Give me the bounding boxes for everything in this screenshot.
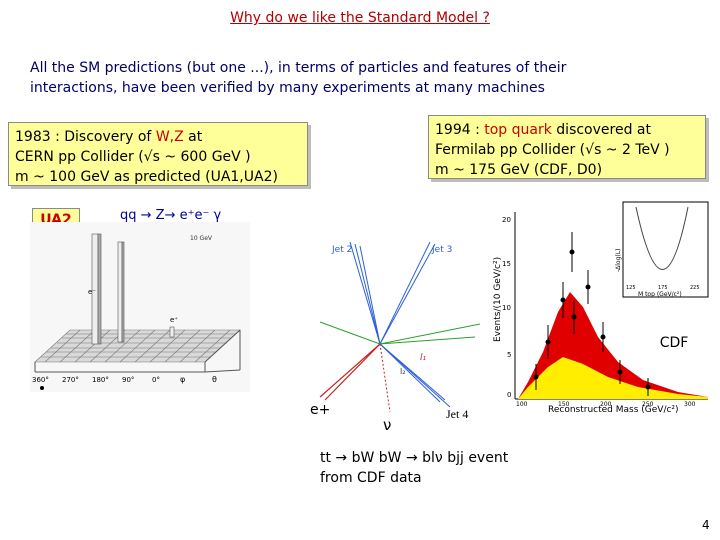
lego-grid xyxy=(34,329,241,363)
lego-towers xyxy=(91,233,175,345)
box1994-prefix: 1994 : xyxy=(435,122,485,138)
lego-e2: e⁺ xyxy=(170,316,178,324)
lego-phi-tick: 0° xyxy=(152,376,160,384)
lego-phi-tick: 270° xyxy=(62,376,79,384)
svg-text:300: 300 xyxy=(684,401,696,408)
lego-phi-tick: 360° xyxy=(32,376,49,384)
neutrino-track xyxy=(379,343,391,413)
lego-scale-label: 10 GeV xyxy=(190,235,213,242)
y-tick: 15 xyxy=(502,260,511,268)
discovery-1983-box: 1983 : Discovery of W,Z at CERN pp Colli… xyxy=(8,122,308,186)
svg-text:150: 150 xyxy=(558,401,570,408)
likelihood-curve xyxy=(635,206,689,270)
extra-tracks xyxy=(319,321,481,345)
inset-xtick: 225 xyxy=(690,285,700,291)
x-ticks: 100 150 200 250 300 xyxy=(516,401,696,408)
event-caption-line-2: from CDF data xyxy=(320,470,422,486)
box1983-prefix: 1983 : Discovery of xyxy=(15,129,156,145)
event-caption-line-1: tt → bW bW → blν bjj event xyxy=(320,450,509,466)
data-points xyxy=(533,232,651,396)
y-tick: 5 xyxy=(507,351,511,359)
cdf-event-display: Jet 2 Jet 3 l₁ l₂ Jet 4 xyxy=(319,241,481,421)
discovery-1994-box: 1994 : top quark discovered at Fermilab … xyxy=(428,115,706,179)
jet2-label: Jet 2 xyxy=(331,245,352,255)
box1983-suffix: at xyxy=(183,129,203,145)
svg-text:200: 200 xyxy=(600,401,612,408)
lepton-track xyxy=(319,343,381,401)
box1994-suffix: discovered at xyxy=(551,122,651,138)
reaction-formula: qq → Z→ e⁺e⁻ γ xyxy=(120,208,222,223)
inset-xtick: 175 xyxy=(658,285,668,291)
lego-phi-tick: 90° xyxy=(122,376,134,384)
inset-ylabel: -Δlog(L) xyxy=(615,249,622,272)
event-caption: tt → bW bW → blν bjj event from CDF data xyxy=(320,448,508,488)
cdf-mass-plot: Events/(10 GeV/c²) Reconstructed Mass (G… xyxy=(488,192,718,414)
jet3-label: Jet 3 xyxy=(431,245,452,255)
inset-xlabel: M top (GeV/c²) xyxy=(638,291,682,298)
jet4-label: Jet 4 xyxy=(446,407,468,421)
lego-phi-label: φ xyxy=(180,375,185,384)
box1994-top-quark: top quark xyxy=(484,122,552,138)
box1983-line2: CERN pp Collider (√s ~ 600 GeV ) xyxy=(15,149,251,165)
intro-line-1: All the SM predictions (but one ...), in… xyxy=(30,60,567,76)
l1-label: l₁ xyxy=(420,353,427,363)
background-area xyxy=(518,357,708,399)
x-axis-label: Reconstructed Mass (GeV/c²) xyxy=(548,405,679,414)
neutrino-label: ν xyxy=(383,416,392,434)
box1983-line3: m ~ 100 GeV as predicted (UA1,UA2) xyxy=(15,169,278,185)
y-tick: 20 xyxy=(502,216,511,224)
box1983-wz: W,Z xyxy=(155,129,184,145)
l2-label: l₂ xyxy=(400,367,405,376)
likelihood-inset xyxy=(622,201,709,298)
lego-theta-label: θ xyxy=(212,375,217,384)
intro-text: All the SM predictions (but one ...), in… xyxy=(30,58,690,98)
ua2-lego-plot: 10 GeV e⁻ e⁺ 360° 270° 180° 90° 0° θ φ xyxy=(30,222,250,392)
intro-line-2: interactions, have been verified by many… xyxy=(30,80,545,96)
lego-phi-tick: 180° xyxy=(92,376,109,384)
eplus-label: e+ xyxy=(310,402,331,418)
jet-tracks xyxy=(349,241,451,408)
svg-text:250: 250 xyxy=(642,401,654,408)
box1994-line3: m ~ 175 GeV (CDF, D0) xyxy=(435,162,603,178)
inset-xtick: 125 xyxy=(626,285,636,291)
lego-e1: e⁻ xyxy=(88,288,96,296)
tower-electron-2 xyxy=(117,241,123,343)
tower-photon xyxy=(169,326,175,338)
page-number: 4 xyxy=(702,518,710,532)
slide-title: Why do we like the Standard Model ? xyxy=(230,10,490,26)
y-tick: 0 xyxy=(507,391,511,399)
cdf-label: CDF xyxy=(648,333,700,353)
box1994-line2: Fermilab pp Collider (√s ~ 2 TeV ) xyxy=(435,142,670,158)
y-tick: 10 xyxy=(502,304,511,312)
svg-text:100: 100 xyxy=(516,401,528,408)
y-axis-label: Events/(10 GeV/c²) xyxy=(493,257,503,342)
lego-bg xyxy=(30,222,250,392)
